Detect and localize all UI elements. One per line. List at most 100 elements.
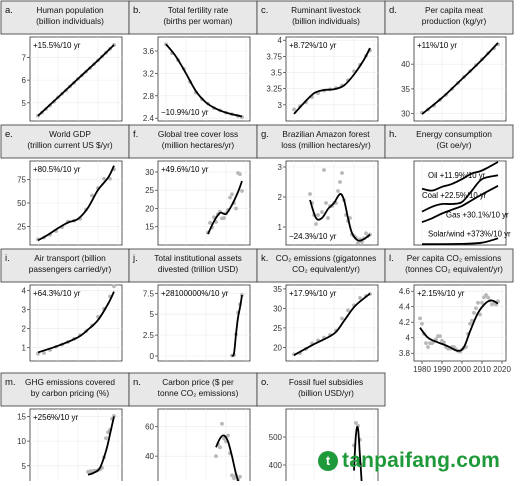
panel-g-point	[338, 180, 342, 184]
panel-f-ytick-label: 25	[145, 186, 154, 195]
panel-j-title-line: Total institutional assets	[154, 253, 242, 263]
panel-n-point	[238, 474, 242, 479]
panel-o-ytick-label: 400	[269, 461, 283, 470]
panel-h-series-label: Gas +30.1%/10 yr	[446, 210, 509, 219]
panel-j-ytick-label: 7.5	[143, 289, 155, 298]
panel-g-point	[322, 168, 326, 172]
panel-k-ytick-label: 20	[273, 343, 282, 352]
panel-n-title-line: tonne CO₂ emissions)	[158, 388, 239, 398]
panel-c-ytick-label: 3	[278, 101, 283, 110]
panel-l-point	[426, 345, 430, 349]
panel-l-fit-line	[419, 299, 499, 352]
panel-a-ytick-label: 6	[22, 76, 27, 85]
panel-d-label: d.	[389, 5, 397, 16]
panel-h-series-line	[421, 237, 499, 246]
panel-k-point	[358, 295, 362, 300]
panel-g-ytick-label: 1	[278, 223, 283, 232]
panel-j-title-line: divested (trillion USD)	[158, 264, 238, 274]
panel-e: e. World GDP(trillion current US $/yr) 25 5…	[0, 124, 130, 246]
panel-k-title-strip	[256, 248, 386, 283]
panel-g-label: g.	[261, 129, 269, 140]
panel-a-title-line: Human population	[36, 5, 104, 15]
panel-c-ytick-label: 3.75	[266, 52, 282, 61]
panel-c: c. Ruminant livestock(billion individuals…	[256, 0, 386, 122]
panel-h-series-label: Solar/wind +373%/10 yr	[428, 229, 511, 238]
panel-o-ytick-label: 500	[269, 433, 283, 442]
panel-n-point	[220, 421, 224, 426]
panel-m-title-line: by carbon pricing (%)	[31, 388, 110, 398]
panel-n-point	[232, 476, 236, 481]
panel-l-point	[420, 321, 424, 326]
panel-l-ytick-label: 4	[406, 334, 411, 343]
panel-o-plot-area	[285, 408, 379, 486]
panel-h-series-label: Oil +11.9%/10 yr	[428, 171, 486, 180]
panel-e-point	[102, 176, 106, 181]
panel-i-point	[42, 351, 46, 355]
panel-b-ytick-label: 3.2	[143, 69, 155, 78]
panel-b: b. Total fertility rate(births per woman)…	[128, 0, 258, 123]
panel-c-point	[292, 107, 296, 112]
panel-i-ytick-label: 2	[22, 325, 27, 334]
panel-b-label: b.	[133, 5, 141, 16]
panel-l-point	[434, 337, 438, 342]
panel-g-ytick-label: 3	[278, 163, 283, 172]
panel-k-title-line: CO₂ emissions (gigatonnes	[276, 253, 377, 263]
panel-f-title-strip	[128, 124, 258, 159]
panel-l-point	[480, 300, 484, 305]
panel-l-xtick-label: 2010	[473, 365, 491, 374]
panel-o-point	[354, 421, 358, 425]
panel-g-title-strip	[256, 124, 386, 159]
panel-b-ytick-label: 2.8	[143, 92, 155, 101]
panel-j-fit-line	[231, 294, 243, 357]
panel-i-label: i.	[5, 253, 10, 264]
panel-g-point	[356, 241, 360, 246]
panel-j-ytick-label: 5	[150, 310, 155, 319]
panel-f-point	[228, 195, 232, 200]
panel-b-annotation: −10.9%/10 yr	[161, 108, 209, 117]
panel-n-plot-area	[157, 408, 251, 486]
panel-g-point	[316, 213, 320, 217]
panel-a-title-strip	[0, 0, 130, 35]
panel-g-title-line: loss (million hectares/yr)	[281, 140, 371, 150]
panel-k-ytick-label: 35	[273, 285, 282, 294]
panel-i-ytick-label: 3	[22, 306, 27, 315]
panel-c-title-line: Ruminant livestock	[291, 5, 361, 15]
panel-l-point	[418, 316, 422, 321]
panel-l-point	[472, 311, 476, 315]
panel-m-ytick-label: 15	[17, 412, 26, 421]
panel-i-ytick-label: 1	[22, 344, 27, 353]
panel-g-point	[340, 171, 344, 175]
panel-f-ytick-label: 30	[145, 168, 154, 177]
panel-l-label: l.	[389, 253, 394, 264]
panel-i-plot-area	[29, 284, 123, 362]
panel-l-xtick-label: 2020	[493, 365, 511, 374]
panel-e-ytick-label: 25	[17, 222, 26, 231]
panel-h-series-label: Coal +22.5%/10 yr	[422, 191, 487, 200]
panel-g-plot-area	[285, 160, 379, 246]
panel-n-title-line: Carbon price ($ per	[162, 377, 234, 387]
panel-l-point	[486, 295, 490, 300]
panel-n-point	[214, 454, 218, 459]
panel-c-annotation: +8.72%/10 yr	[289, 41, 337, 50]
panel-k-fit-line	[293, 292, 371, 356]
panel-j-ytick-label: 0	[150, 352, 155, 361]
panel-d-annotation: +11%/10 yr	[417, 41, 457, 50]
panel-k-title-line: CO₂ equivalent/yr)	[292, 264, 360, 274]
panel-b-ytick-label: 2.4	[143, 114, 155, 123]
panel-f-title-line: Global tree cover loss	[158, 129, 238, 139]
panel-l-point	[470, 318, 474, 323]
panel-n-point	[226, 433, 230, 438]
panel-h-title-strip	[384, 124, 514, 159]
panel-h-series-line	[421, 185, 499, 223]
panel-o-label: o.	[261, 377, 269, 388]
panel-o-title-strip	[256, 372, 386, 407]
panel-g-point	[324, 201, 328, 205]
panel-c-label: c.	[261, 5, 268, 16]
panel-b-title-strip	[128, 0, 258, 35]
panel-b-fit-line	[165, 43, 243, 118]
